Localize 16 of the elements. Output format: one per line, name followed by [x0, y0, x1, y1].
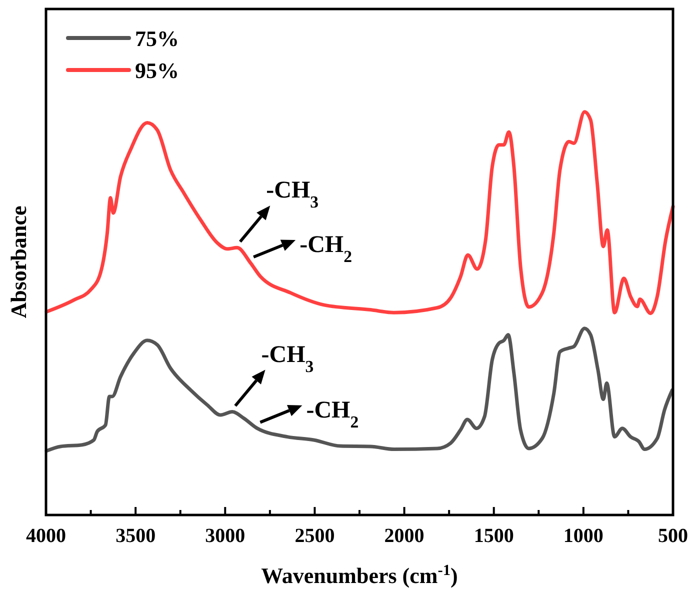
x-tick-label: 3500 [116, 525, 156, 547]
annotation: -CH$_{2}$ [300, 232, 352, 266]
annotation: -CH$_{2}$ [306, 397, 359, 431]
legend-label: 75% [135, 26, 179, 51]
x-tick-label: 4000 [26, 525, 66, 547]
x-tick-label: 2000 [384, 525, 424, 547]
x-axis-title: Wavenumbers (cm$^{-1}$) [261, 562, 458, 588]
x-tick-label: 3000 [205, 525, 246, 547]
annotation: -CH$_{3}$ [266, 178, 319, 212]
annotation: -CH$_{3}$ [261, 342, 314, 376]
x-tick-label: 2500 [294, 525, 335, 547]
x-tick-label: 1000 [563, 525, 604, 547]
legend-label: 95% [135, 58, 179, 83]
x-tick-label: 1500 [474, 525, 514, 547]
y-axis-title: Absorbance [6, 206, 31, 318]
x-tick-label: 500 [658, 525, 688, 547]
